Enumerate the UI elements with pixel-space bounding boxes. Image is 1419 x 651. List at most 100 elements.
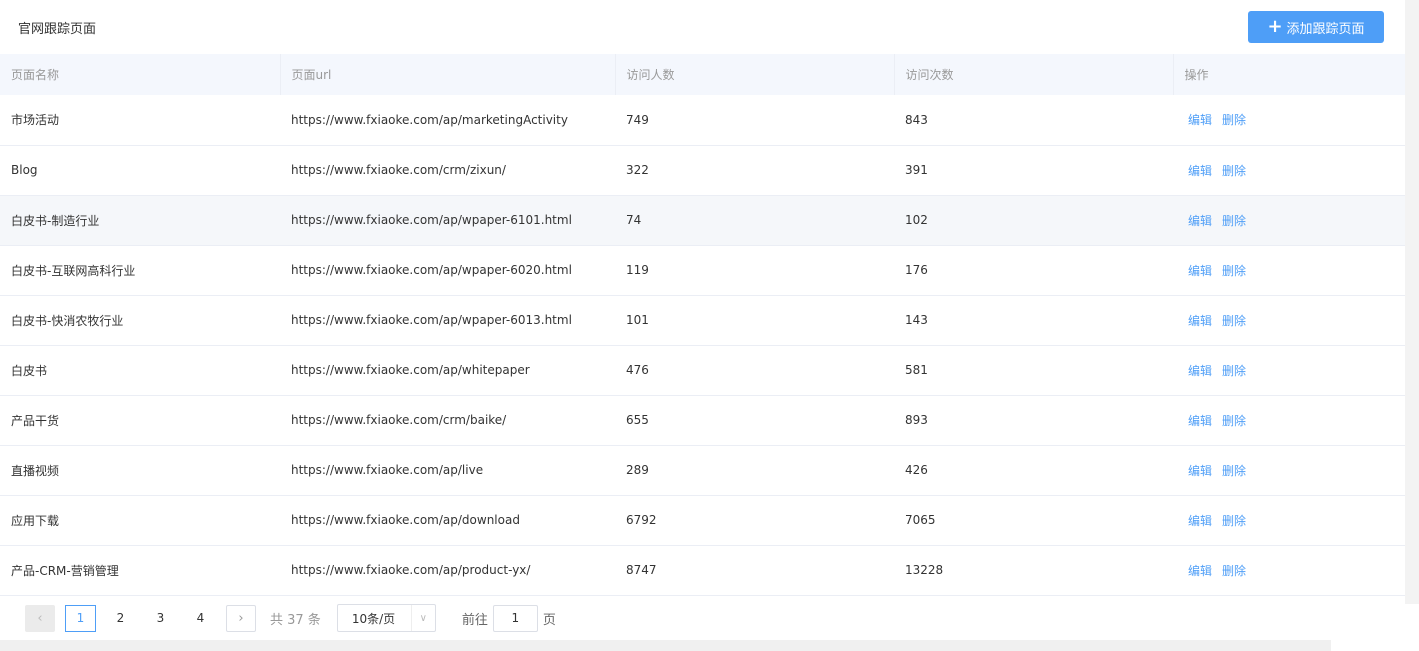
plus-icon: + — [1267, 16, 1283, 37]
cell-page-url: https://www.fxiaoke.com/crm/baike/ — [291, 413, 507, 427]
chevron-left-icon: ‹ — [37, 610, 43, 626]
edit-link[interactable]: 编辑 — [1188, 513, 1213, 528]
edit-link[interactable]: 编辑 — [1188, 363, 1213, 378]
edit-link[interactable]: 编辑 — [1188, 413, 1213, 428]
goto-suffix: 页 — [542, 612, 556, 628]
table-row: 白皮书-互联网高科行业 https://www.fxiaoke.com/ap/wp… — [0, 245, 1405, 295]
cell-actions: 编辑 删除 — [1173, 545, 1405, 595]
cell-page-url: https://www.fxiaoke.com/ap/wpaper-6020.h… — [291, 263, 572, 277]
cell-page-name: 白皮书 — [11, 363, 48, 378]
cell-visitors: 749 — [626, 112, 649, 127]
next-page-button[interactable]: › — [226, 604, 256, 632]
cell-visits: 843 — [905, 112, 928, 127]
delete-link[interactable]: 删除 — [1222, 563, 1247, 578]
edit-link[interactable]: 编辑 — [1188, 313, 1213, 328]
cell-actions: 编辑 删除 — [1173, 295, 1405, 345]
edit-link[interactable]: 编辑 — [1188, 163, 1213, 178]
table-row: 直播视频 https://www.fxiaoke.com/ap/live 289 42… — [0, 445, 1405, 495]
table-row: 应用下载 https://www.fxiaoke.com/ap/download 6… — [0, 495, 1405, 545]
goto-page-input[interactable] — [492, 604, 538, 632]
cell-visitors: 476 — [626, 363, 649, 377]
cell-visits: 143 — [905, 313, 928, 327]
cell-page-url: https://www.fxiaoke.com/ap/download — [291, 513, 520, 527]
cell-actions: 编辑 删除 — [1173, 495, 1405, 545]
bottom-strip — [0, 640, 1331, 651]
table-row: 产品-CRM-营销管理 https://www.fxiaoke.com/ap/pr… — [0, 545, 1405, 595]
table-row: Blog https://www.fxiaoke.com/crm/zixun/32… — [0, 145, 1405, 195]
page-title: 官网跟踪页面 — [18, 22, 97, 37]
cell-page-name: 白皮书-互联网高科行业 — [11, 263, 136, 278]
cell-visitors: 119 — [626, 263, 649, 277]
column-header-url: 页面url — [280, 54, 616, 95]
cell-page-name: 白皮书-快消农牧行业 — [11, 313, 124, 328]
edit-link[interactable]: 编辑 — [1188, 263, 1213, 278]
pagination: ‹ 1 2 3 4 › 共 37 条 10条/页 ∨ 前往 页 — [0, 596, 1405, 640]
cell-page-url: https://www.fxiaoke.com/ap/marketingActi… — [291, 112, 568, 127]
table-row: 市场活动 https://www.fxiaoke.com/ap/marketing… — [0, 95, 1405, 145]
cell-page-name: 直播视频 — [11, 463, 60, 478]
delete-link[interactable]: 删除 — [1222, 163, 1247, 178]
page-number-2[interactable]: 2 — [116, 611, 125, 625]
delete-link[interactable]: 删除 — [1222, 113, 1247, 128]
edit-link[interactable]: 编辑 — [1188, 463, 1213, 478]
table-row: 白皮书 https://www.fxiaoke.com/ap/whitepaper… — [0, 345, 1405, 395]
edit-link[interactable]: 编辑 — [1188, 113, 1213, 128]
cell-visitors: 655 — [626, 413, 649, 427]
cell-page-name: 产品干货 — [11, 413, 60, 428]
table-header-row: 页面名称 页面url 访问人数 访问次数 操作 — [0, 54, 1405, 95]
delete-link[interactable]: 删除 — [1222, 413, 1247, 428]
delete-link[interactable]: 删除 — [1222, 463, 1247, 478]
cell-actions: 编辑 删除 — [1173, 395, 1405, 445]
cell-visitors: 74 — [626, 213, 642, 227]
cell-actions: 编辑 删除 — [1173, 245, 1405, 295]
cell-visits: 581 — [905, 363, 928, 377]
cell-page-url: https://www.fxiaoke.com/crm/zixun/ — [291, 163, 506, 177]
edit-link[interactable]: 编辑 — [1188, 563, 1213, 578]
cell-page-name: 市场活动 — [11, 113, 60, 128]
delete-link[interactable]: 删除 — [1222, 363, 1247, 378]
add-button-label: 添加跟踪页面 — [1286, 21, 1365, 37]
column-header-visits: 访问次数 — [894, 54, 1174, 95]
cell-page-url: https://www.fxiaoke.com/ap/wpaper-6013.h… — [291, 313, 572, 327]
chevron-right-icon: › — [238, 610, 244, 626]
cell-page-url: https://www.fxiaoke.com/ap/wpaper-6101.h… — [291, 213, 572, 227]
cell-visitors: 289 — [626, 463, 649, 477]
table-row: 白皮书-制造行业 https://www.fxiaoke.com/ap/wpape… — [0, 195, 1405, 245]
cell-page-name: 白皮书-制造行业 — [11, 213, 100, 228]
column-header-name: 页面名称 — [0, 54, 281, 95]
cell-visits: 893 — [905, 413, 928, 427]
cell-page-name: 产品-CRM-营销管理 — [11, 563, 119, 578]
cell-page-url: https://www.fxiaoke.com/ap/product-yx/ — [291, 563, 531, 577]
chevron-down-icon: ∨ — [410, 605, 435, 631]
column-header-actions: 操作 — [1184, 68, 1209, 82]
prev-page-button[interactable]: ‹ — [25, 604, 55, 632]
delete-link[interactable]: 删除 — [1222, 263, 1247, 278]
column-header-visitors: 访问人数 — [615, 54, 895, 95]
edit-link[interactable]: 编辑 — [1188, 213, 1213, 228]
cell-actions: 编辑 删除 — [1173, 345, 1405, 395]
page-header: 官网跟踪页面 + 添加跟踪页面 — [0, 0, 1405, 54]
cell-page-url: https://www.fxiaoke.com/ap/whitepaper — [291, 363, 530, 377]
delete-link[interactable]: 删除 — [1222, 513, 1247, 528]
cell-visitors: 101 — [626, 313, 649, 327]
delete-link[interactable]: 删除 — [1222, 213, 1247, 228]
delete-link[interactable]: 删除 — [1222, 313, 1247, 328]
cell-visitors: 8747 — [626, 563, 657, 577]
cell-page-name: 应用下载 — [11, 513, 60, 528]
goto-label: 前往 — [461, 612, 488, 628]
cell-actions: 编辑 删除 — [1173, 145, 1405, 195]
cell-visits: 13228 — [905, 563, 944, 577]
cell-page-url: https://www.fxiaoke.com/ap/live — [291, 463, 484, 477]
page-number-4[interactable]: 4 — [196, 611, 205, 625]
page-number-1[interactable]: 1 — [65, 604, 96, 632]
add-tracking-page-button[interactable]: + 添加跟踪页面 — [1248, 11, 1384, 43]
scrollbar-track[interactable] — [1405, 0, 1419, 604]
page-number-3[interactable]: 3 — [156, 611, 165, 625]
table-row: 白皮书-快消农牧行业 https://www.fxiaoke.com/ap/wpa… — [0, 295, 1405, 345]
tracking-pages-table: 页面名称 页面url 访问人数 访问次数 操作 市场活动 https://www.… — [0, 54, 1405, 596]
cell-visits: 426 — [905, 463, 928, 477]
cell-actions: 编辑 删除 — [1173, 445, 1405, 495]
page-size-select[interactable]: 10条/页 ∨ — [336, 604, 436, 632]
cell-visits: 391 — [905, 163, 928, 177]
